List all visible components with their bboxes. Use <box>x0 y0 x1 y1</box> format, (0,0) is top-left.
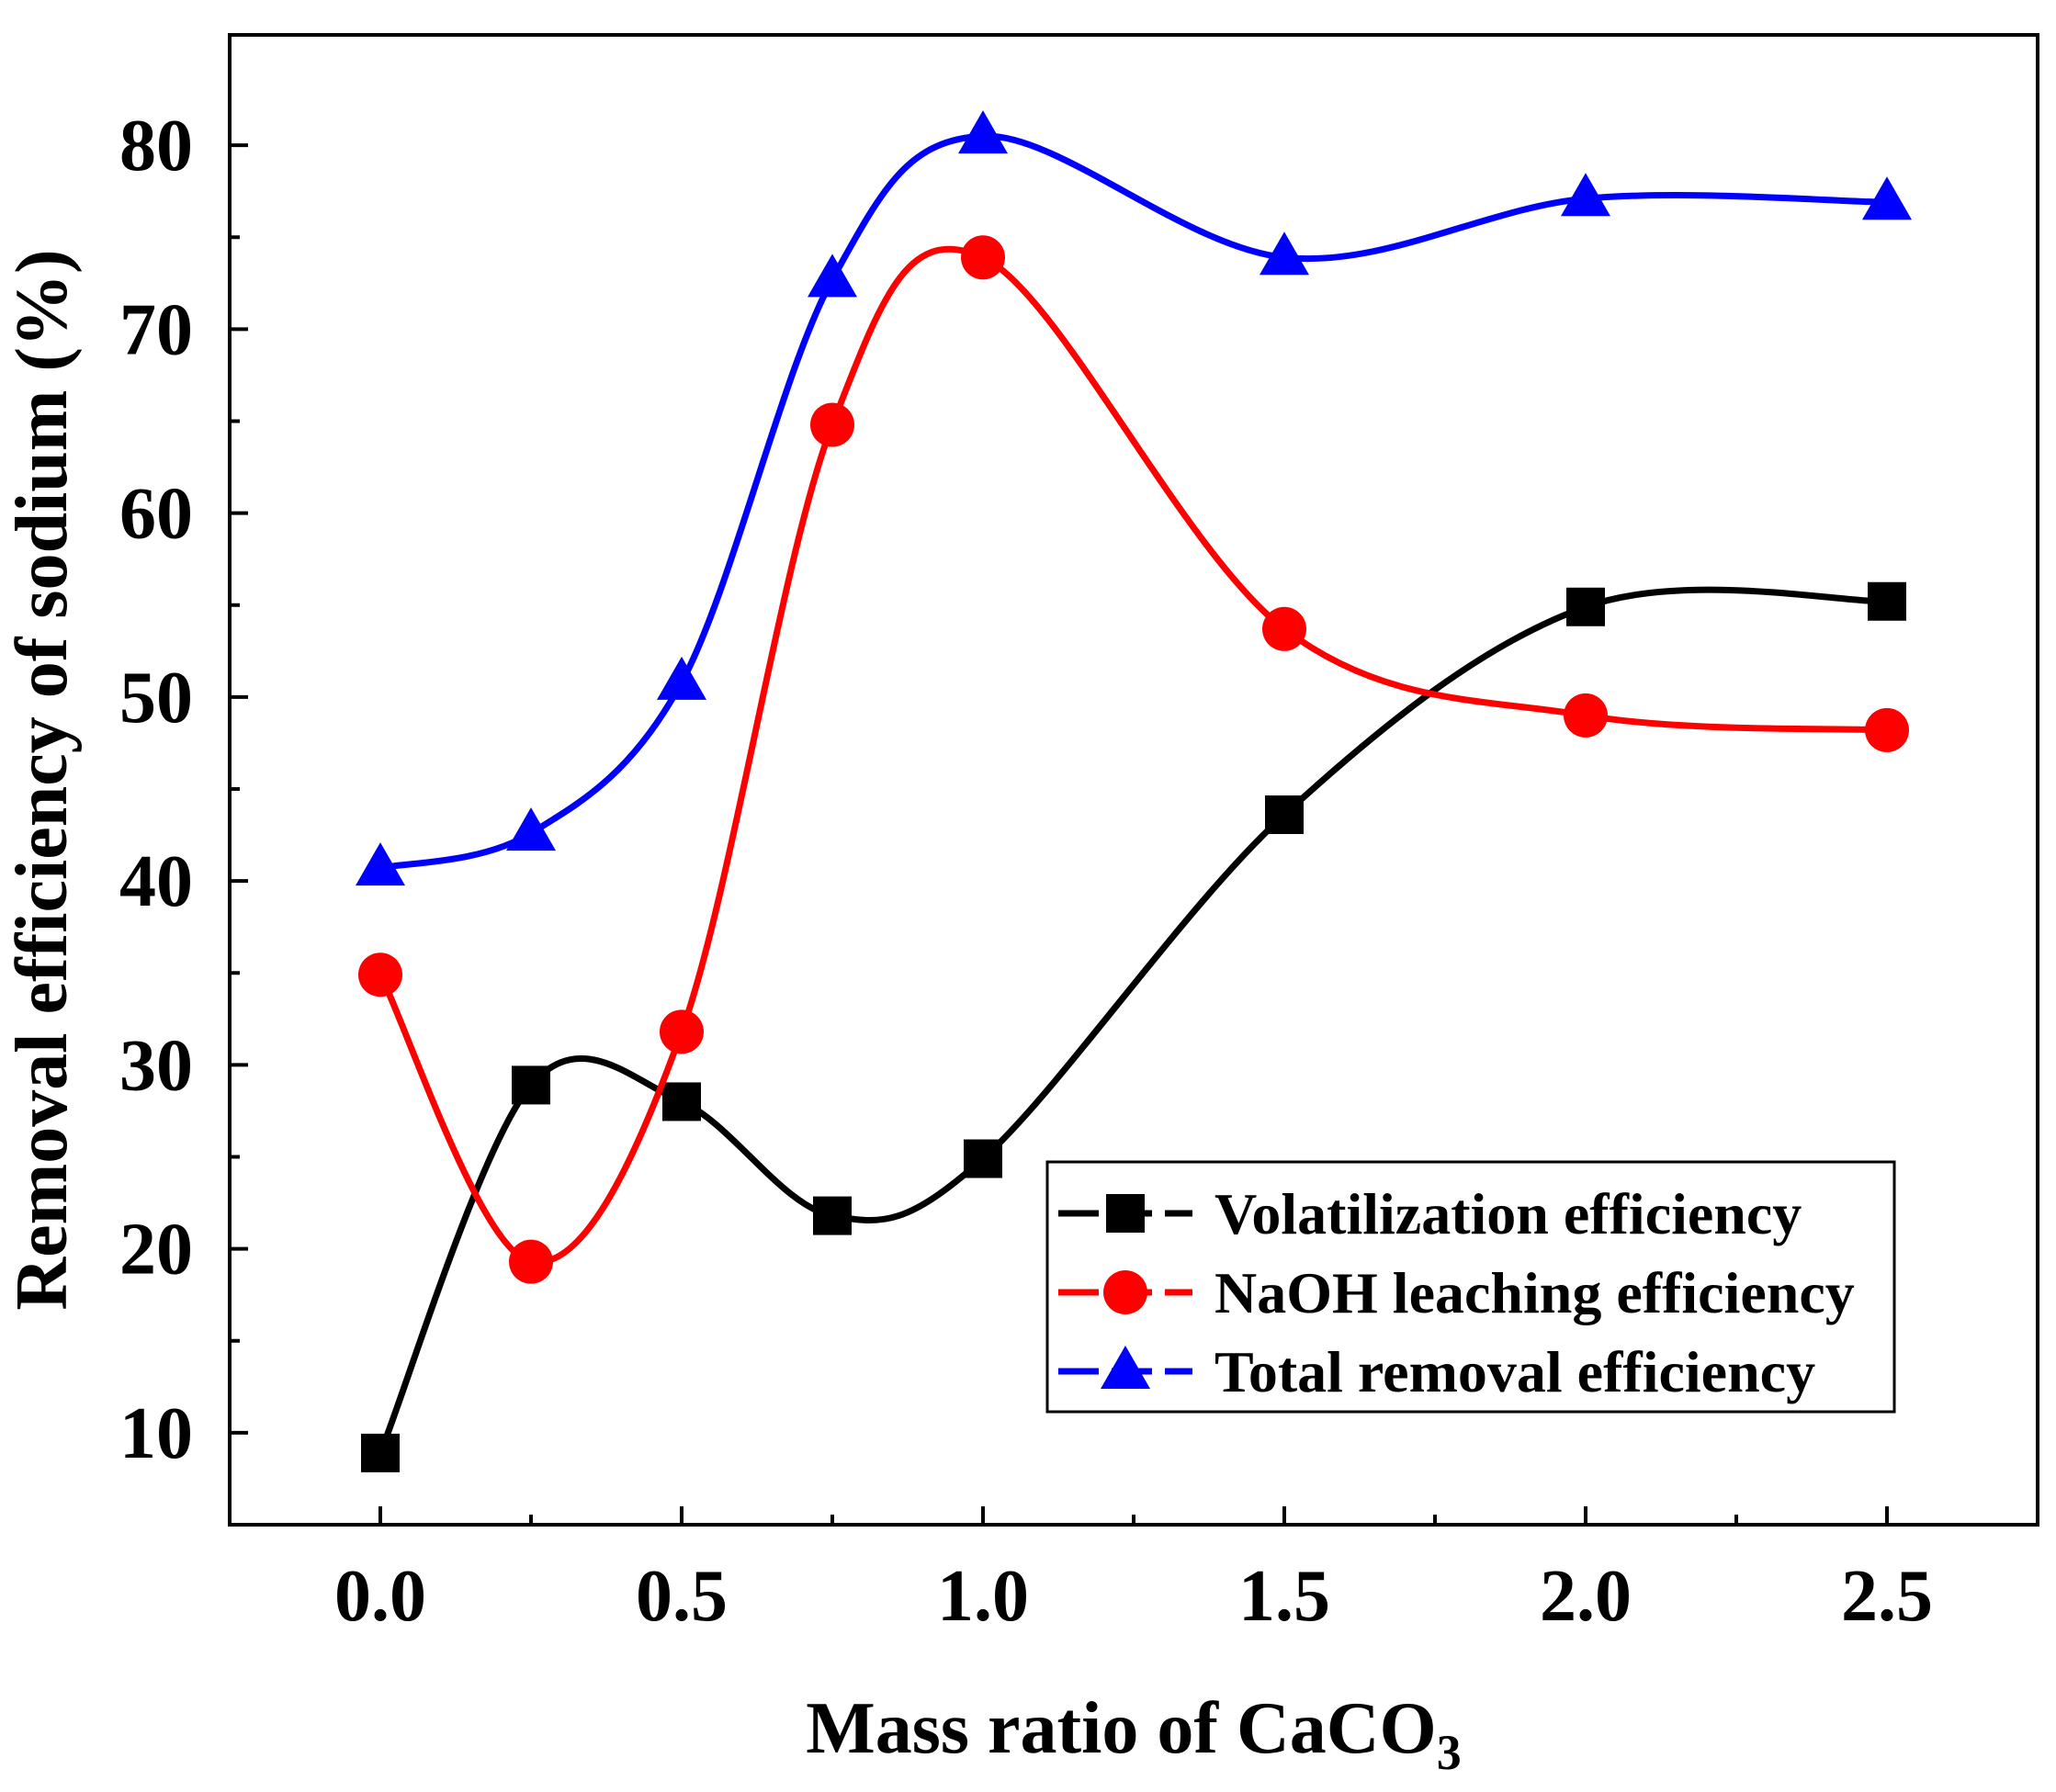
data-point-circle <box>1865 707 1909 752</box>
series-line <box>377 245 1891 1266</box>
data-point-square <box>512 1065 550 1105</box>
x-tick-label: 0.5 <box>636 1556 728 1637</box>
x-tick-label: 0.0 <box>334 1556 426 1637</box>
y-axis-title: Removal efficiency of sodium (%) <box>2 249 83 1310</box>
ticks: 0.0 0.5 1.0 1.5 2.0 2.5 10 20 30 40 50 60 70 80 <box>119 106 1933 1637</box>
y-tick-label: 30 <box>119 1025 193 1106</box>
y-tick-label: 80 <box>119 106 193 186</box>
data-point-circle <box>1564 693 1608 738</box>
data-point-triangle <box>657 656 706 700</box>
series-2 <box>356 110 1912 886</box>
data-point-square <box>361 1433 400 1472</box>
data-point-circle <box>358 952 402 997</box>
legend-label: Volatilization efficiency <box>1214 1181 1802 1246</box>
x-axis-title: Mass ratio of CaCO3 <box>806 1688 1462 1780</box>
data-point-circle <box>1262 606 1306 651</box>
x-tick-label: 2.5 <box>1841 1556 1933 1637</box>
data-point-triangle <box>958 110 1008 154</box>
series-1 <box>358 235 1909 1284</box>
legend-marker-circle <box>1103 1270 1147 1314</box>
series-layer <box>356 110 1912 1472</box>
data-point-square <box>964 1139 1002 1178</box>
legend-label: NaOH leaching efficiency <box>1214 1260 1855 1325</box>
data-point-triangle <box>1561 173 1610 217</box>
data-point-triangle <box>1862 176 1912 220</box>
legend-marker-triangle <box>1101 1346 1150 1389</box>
x-tick-label: 2.0 <box>1540 1556 1632 1637</box>
y-tick-label: 20 <box>119 1210 193 1290</box>
data-point-square <box>1265 795 1304 835</box>
data-point-circle <box>509 1239 553 1284</box>
y-tick-label: 60 <box>119 474 193 555</box>
data-point-circle <box>961 235 1005 280</box>
legend: Volatilization efficiency NaOH leaching e… <box>1045 1160 1896 1414</box>
data-point-square <box>662 1082 701 1121</box>
y-tick-label: 40 <box>119 841 193 922</box>
data-point-triangle <box>808 254 857 298</box>
series-0 <box>361 581 1906 1472</box>
y-tick-label: 10 <box>119 1393 193 1474</box>
y-tick-label: 70 <box>119 289 193 370</box>
data-point-circle <box>660 1009 704 1054</box>
data-point-triangle <box>1260 231 1309 276</box>
series-line <box>377 132 1891 872</box>
data-point-triangle <box>356 842 405 886</box>
data-point-triangle <box>506 807 556 851</box>
y-tick-label: 50 <box>119 658 193 738</box>
data-point-square <box>813 1196 852 1235</box>
data-point-square <box>1868 581 1906 621</box>
data-point-square <box>1566 587 1605 626</box>
legend-marker-square <box>1106 1194 1145 1233</box>
data-point-circle <box>810 402 854 447</box>
legend-label: Total removal efficiency <box>1214 1339 1815 1404</box>
x-axis-title-subscript: 3 <box>1437 1725 1462 1780</box>
x-tick-label: 1.0 <box>937 1556 1029 1637</box>
x-tick-label: 1.5 <box>1238 1556 1330 1637</box>
